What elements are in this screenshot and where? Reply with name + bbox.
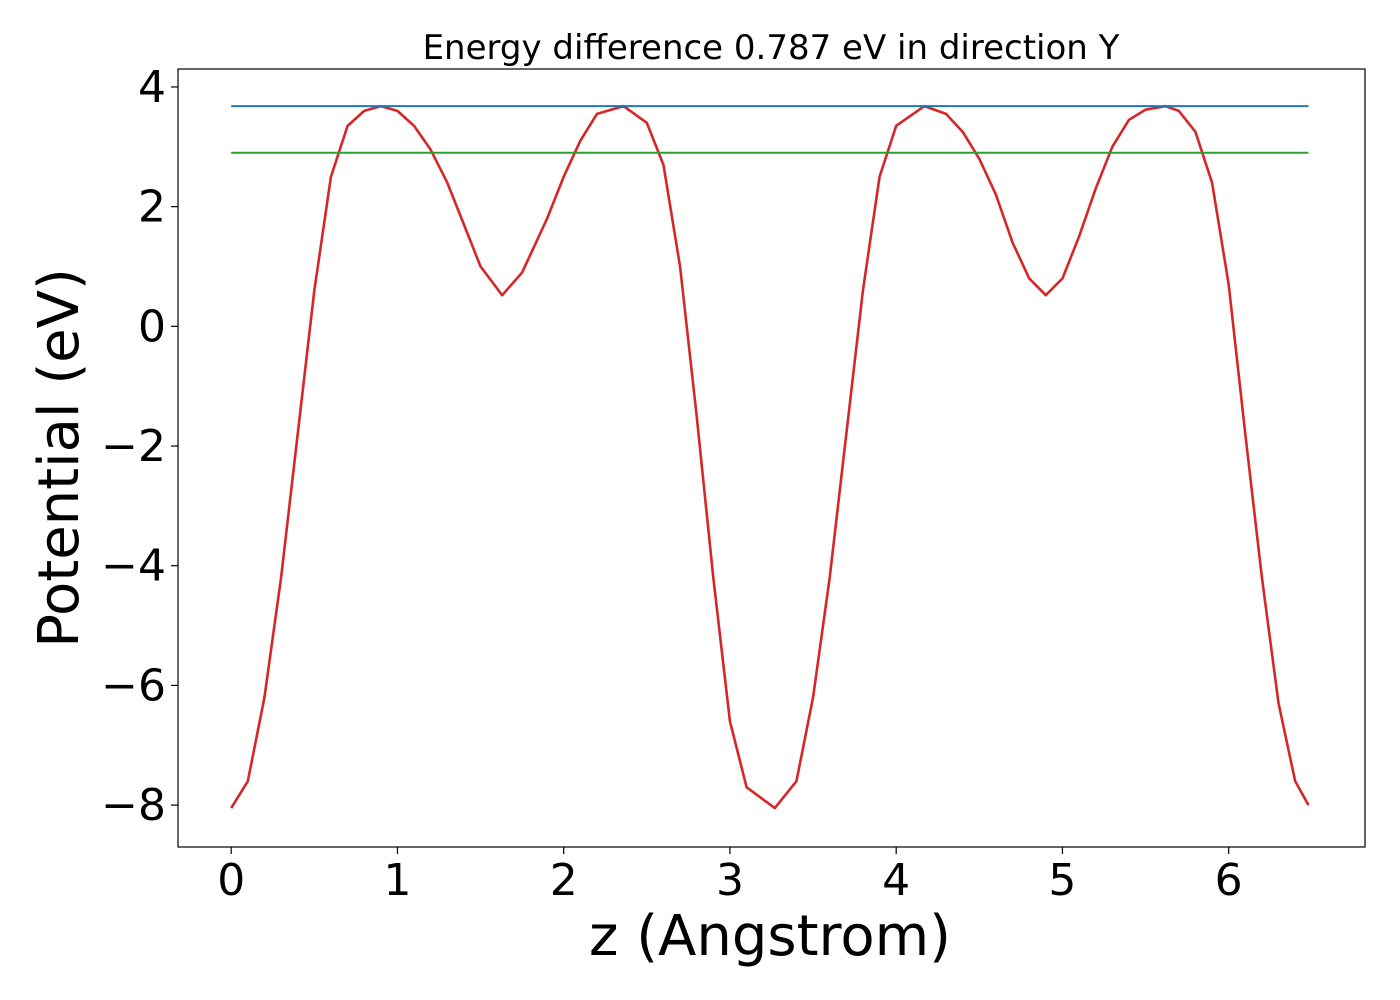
x-tick-label: 1: [383, 855, 411, 906]
y-tick-label: −6: [101, 660, 166, 711]
y-tick-label: 0: [138, 301, 166, 352]
y-tick-label: −8: [101, 780, 166, 831]
y-tick-label: 2: [138, 182, 166, 233]
x-tick-label: 3: [716, 855, 744, 906]
series-line-0: [230, 104, 1310, 810]
y-tick-label: 4: [138, 62, 166, 113]
x-tick-label: 6: [1215, 855, 1243, 906]
axes-frame: [177, 68, 1366, 848]
y-axis-label: Potential (eV): [27, 268, 92, 648]
x-axis-label: z (Angstrom): [589, 904, 951, 969]
x-tick-label: 2: [550, 855, 578, 906]
plot-area: [230, 104, 1310, 810]
x-tick-label: 0: [217, 855, 245, 906]
x-axis: 0 1 2 3 4 5 6: [217, 847, 1243, 906]
chart-title: Energy difference 0.787 eV in direction …: [423, 28, 1120, 68]
x-tick-label: 5: [1048, 855, 1076, 906]
y-tick-label: −2: [101, 421, 166, 472]
y-axis: 4 2 0 −2 −4 −6 −8: [101, 62, 178, 831]
y-tick-label: −4: [101, 541, 166, 592]
x-tick-label: 4: [882, 855, 910, 906]
